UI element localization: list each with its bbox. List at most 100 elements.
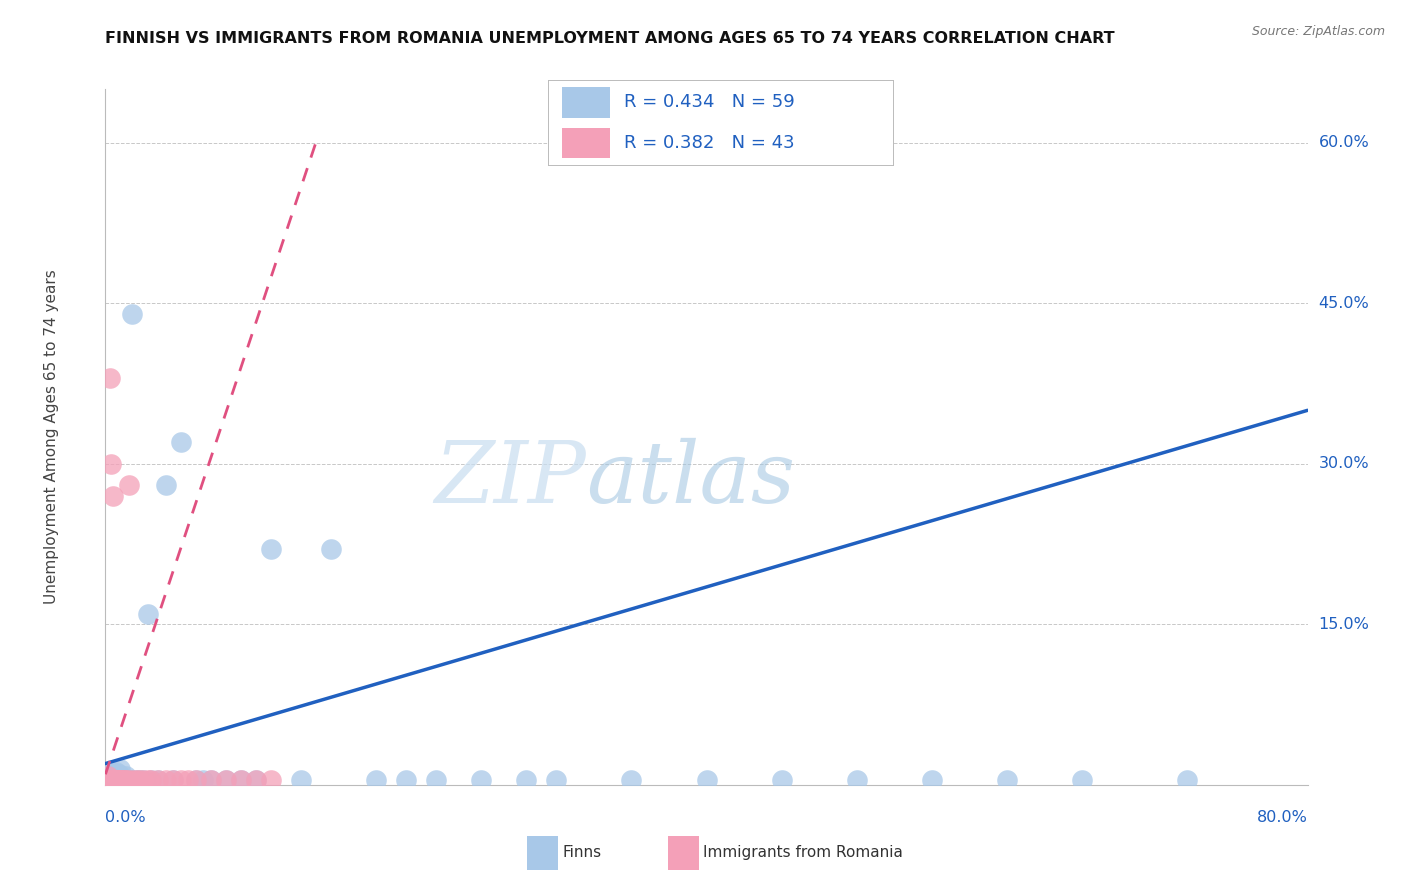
Point [121,307,143,321]
Point [118,478,141,492]
Point [124,772,146,787]
Point [101,765,124,780]
Point [139,772,162,787]
Point [128,772,150,787]
Point [108,772,131,787]
Point [101,772,124,787]
Point [101,772,124,787]
Point [132,772,155,787]
Point [108,772,131,787]
Point [696,772,718,787]
Point [104,772,127,787]
Point [395,772,418,787]
Point [110,762,132,776]
Point [110,769,132,783]
Point [107,772,129,787]
Point [319,542,342,557]
Bar [562,87,610,118]
Point [115,769,138,783]
Point [111,772,134,787]
Point [470,772,492,787]
Text: 15.0%: 15.0% [1319,617,1369,632]
Point [136,772,159,787]
Point [245,772,267,787]
Point [111,772,134,787]
Point [229,772,252,787]
Point [995,772,1018,787]
Point [214,772,236,787]
Point [96,772,118,787]
Point [921,772,943,787]
Text: ZIP: ZIP [434,437,586,520]
Point [260,772,283,787]
Point [177,772,200,787]
Point [104,765,127,780]
Text: 80.0%: 80.0% [1257,810,1308,825]
Point [184,772,207,787]
Bar [562,128,610,158]
Point [115,772,138,787]
Point [121,772,143,787]
Point [101,489,124,503]
Text: FINNISH VS IMMIGRANTS FROM ROMANIA UNEMPLOYMENT AMONG AGES 65 TO 74 YEARS CORREL: FINNISH VS IMMIGRANTS FROM ROMANIA UNEMP… [105,31,1115,46]
Point [112,772,135,787]
Point [110,772,132,787]
Point [107,769,129,783]
Point [97,769,120,783]
Text: Finns: Finns [562,846,602,860]
Point [124,772,146,787]
Text: 0.0%: 0.0% [105,810,146,825]
Point [546,772,568,787]
Point [136,607,159,621]
Point [162,772,184,787]
Point [98,371,121,385]
Point [1175,772,1198,787]
Point [114,772,136,787]
Point [108,772,131,787]
Text: 30.0%: 30.0% [1319,457,1369,471]
Point [139,772,162,787]
Point [146,772,169,787]
Point [155,478,177,492]
Text: Source: ZipAtlas.com: Source: ZipAtlas.com [1251,25,1385,38]
Text: 45.0%: 45.0% [1319,296,1369,310]
Point [110,772,132,787]
Point [112,772,135,787]
Point [103,772,125,787]
Point [98,772,121,787]
Point [200,772,222,787]
Text: 60.0%: 60.0% [1319,136,1369,150]
Text: Immigrants from Romania: Immigrants from Romania [703,846,903,860]
Point [169,435,191,450]
Point [260,542,283,557]
Point [184,772,207,787]
Point [229,772,252,787]
Point [1071,772,1094,787]
Point [97,772,120,787]
Point [100,772,122,787]
Point [100,457,122,471]
Point [191,772,214,787]
Point [101,769,124,783]
Point [290,772,312,787]
Point [107,772,129,787]
Text: R = 0.382   N = 43: R = 0.382 N = 43 [624,134,794,152]
Point [515,772,537,787]
Point [108,767,131,781]
Point [98,767,121,781]
Text: Unemployment Among Ages 65 to 74 years: Unemployment Among Ages 65 to 74 years [44,269,59,605]
Point [425,772,447,787]
Point [132,772,155,787]
Point [245,772,267,787]
Point [200,772,222,787]
Point [104,772,127,787]
Text: R = 0.434   N = 59: R = 0.434 N = 59 [624,94,794,112]
Point [146,772,169,787]
Point [117,772,139,787]
Point [98,772,121,787]
Point [97,772,120,787]
Point [110,772,132,787]
Point [103,772,125,787]
Point [845,772,868,787]
Point [104,772,127,787]
